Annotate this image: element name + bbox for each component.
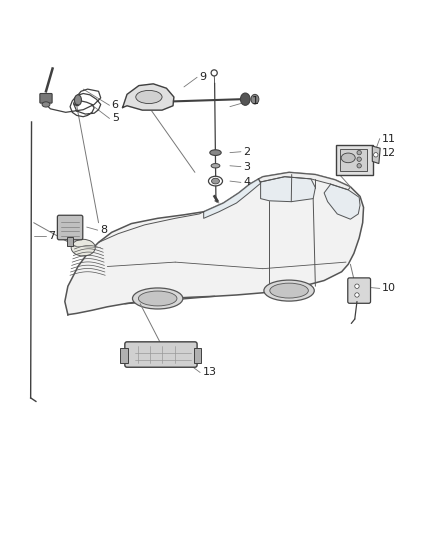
FancyBboxPatch shape (125, 342, 197, 367)
Circle shape (357, 150, 361, 155)
Text: 10: 10 (382, 284, 396, 293)
Polygon shape (261, 177, 315, 201)
Ellipse shape (74, 95, 81, 106)
Text: 9: 9 (199, 72, 206, 82)
Ellipse shape (208, 176, 223, 186)
Ellipse shape (212, 178, 219, 184)
Ellipse shape (136, 91, 162, 103)
Polygon shape (65, 172, 364, 314)
Polygon shape (204, 179, 261, 219)
Text: 1: 1 (252, 96, 259, 106)
Text: 4: 4 (243, 177, 250, 188)
Ellipse shape (132, 288, 183, 309)
Ellipse shape (240, 93, 250, 106)
Bar (67, 237, 73, 246)
Ellipse shape (251, 94, 259, 104)
Polygon shape (258, 172, 350, 190)
Text: 8: 8 (100, 225, 107, 235)
FancyBboxPatch shape (40, 93, 52, 103)
FancyBboxPatch shape (348, 278, 371, 303)
FancyBboxPatch shape (340, 149, 367, 171)
Polygon shape (324, 184, 360, 219)
Text: 12: 12 (382, 149, 396, 158)
Ellipse shape (264, 280, 314, 301)
Ellipse shape (341, 153, 355, 163)
Ellipse shape (210, 150, 221, 156)
Ellipse shape (138, 291, 177, 306)
Bar (120, 348, 128, 363)
Ellipse shape (211, 164, 220, 168)
Text: 5: 5 (112, 114, 119, 124)
Text: 6: 6 (112, 100, 119, 110)
Circle shape (374, 152, 378, 157)
Circle shape (357, 157, 361, 161)
Circle shape (357, 164, 361, 168)
Text: 2: 2 (243, 147, 250, 157)
Text: 3: 3 (243, 161, 250, 172)
Polygon shape (372, 146, 380, 164)
Bar (194, 348, 201, 363)
Text: 7: 7 (48, 231, 55, 241)
Circle shape (211, 70, 217, 76)
FancyBboxPatch shape (57, 215, 83, 240)
Text: 13: 13 (202, 367, 216, 377)
Polygon shape (123, 84, 174, 110)
Ellipse shape (42, 102, 50, 107)
Ellipse shape (270, 283, 308, 298)
Text: 11: 11 (382, 134, 396, 143)
FancyBboxPatch shape (336, 145, 373, 175)
Ellipse shape (71, 239, 95, 256)
Circle shape (355, 293, 359, 297)
Circle shape (355, 284, 359, 288)
